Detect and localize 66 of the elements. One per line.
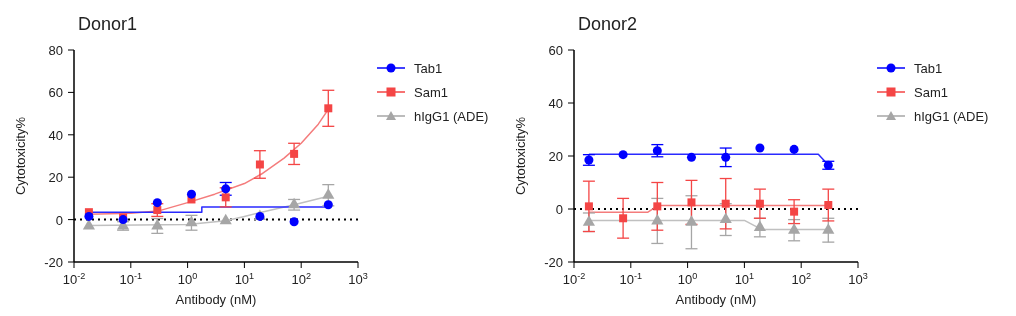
legend-label: Tab1 [914, 60, 943, 76]
y-tick-label: 20 [48, 170, 63, 186]
point [790, 207, 799, 216]
chart-title: Donor2 [578, 14, 638, 35]
x-tick-label: 10$^{3}$ [348, 271, 368, 287]
x-tick-label: 10$^{1}$ [734, 271, 755, 287]
point [685, 215, 698, 226]
point [755, 143, 765, 153]
x-tick-label: 10$^{-2}$ [562, 271, 586, 287]
x-tick-label: 10$^{2}$ [791, 271, 811, 287]
legend-label: hIgG1 (ADE) [414, 108, 489, 124]
point [584, 202, 593, 211]
y-tick-label: -20 [44, 255, 63, 270]
legend-label: Sam1 [914, 84, 948, 100]
point [186, 189, 196, 199]
x-tick-label: 10$^{0}$ [677, 271, 698, 287]
y-tick-label: -20 [544, 255, 563, 270]
x-tick-label: 10$^{-1}$ [619, 271, 643, 287]
point [618, 150, 628, 160]
point [84, 211, 94, 221]
x-tick-label: 10$^{0}$ [177, 271, 198, 287]
point [323, 200, 333, 210]
point [324, 104, 333, 113]
point [221, 193, 230, 202]
point [619, 214, 628, 223]
point [788, 223, 801, 234]
legend-label: hIgG1 (ADE) [914, 108, 989, 124]
x-tick-label: 10$^{-1}$ [119, 271, 143, 287]
x-tick-label: 10$^{-2}$ [62, 271, 86, 287]
point [290, 149, 299, 158]
point [651, 213, 664, 225]
point [719, 212, 732, 224]
point [152, 198, 162, 208]
point [582, 215, 595, 226]
point [686, 152, 696, 162]
legend-label: Tab1 [414, 60, 443, 76]
x-tick-label: 10$^{1}$ [234, 271, 255, 287]
point [687, 198, 696, 207]
point [219, 213, 232, 225]
x-axis-title: Antibody (nM) [675, 292, 757, 307]
point [755, 199, 764, 208]
y-tick-label: 40 [48, 127, 63, 143]
point [721, 199, 730, 208]
y-tick-label: 0 [55, 212, 63, 228]
point [255, 160, 264, 169]
x-axis-title: Antibody (nM) [175, 292, 257, 307]
y-tick-label: 60 [48, 85, 63, 101]
y-axis-title: Cytotoxicity% [12, 116, 28, 196]
y-axis-title: Cytotoxicity% [512, 116, 528, 196]
y-tick-label: 40 [548, 96, 563, 111]
legend-label: Sam1 [414, 84, 448, 100]
y-tick-label: 80 [48, 43, 63, 58]
point [322, 188, 335, 199]
chart-title: Donor1 [78, 14, 138, 35]
point [822, 223, 835, 234]
point [753, 220, 766, 232]
point [721, 152, 731, 162]
point [824, 201, 833, 210]
point [789, 144, 799, 154]
y-tick-label: 20 [548, 149, 563, 164]
x-tick-label: 10$^{3}$ [848, 271, 868, 287]
x-tick-label: 10$^{2}$ [291, 271, 311, 287]
y-tick-label: 0 [555, 202, 563, 217]
point [653, 202, 662, 211]
y-tick-label: 60 [548, 43, 563, 58]
point [289, 217, 299, 227]
